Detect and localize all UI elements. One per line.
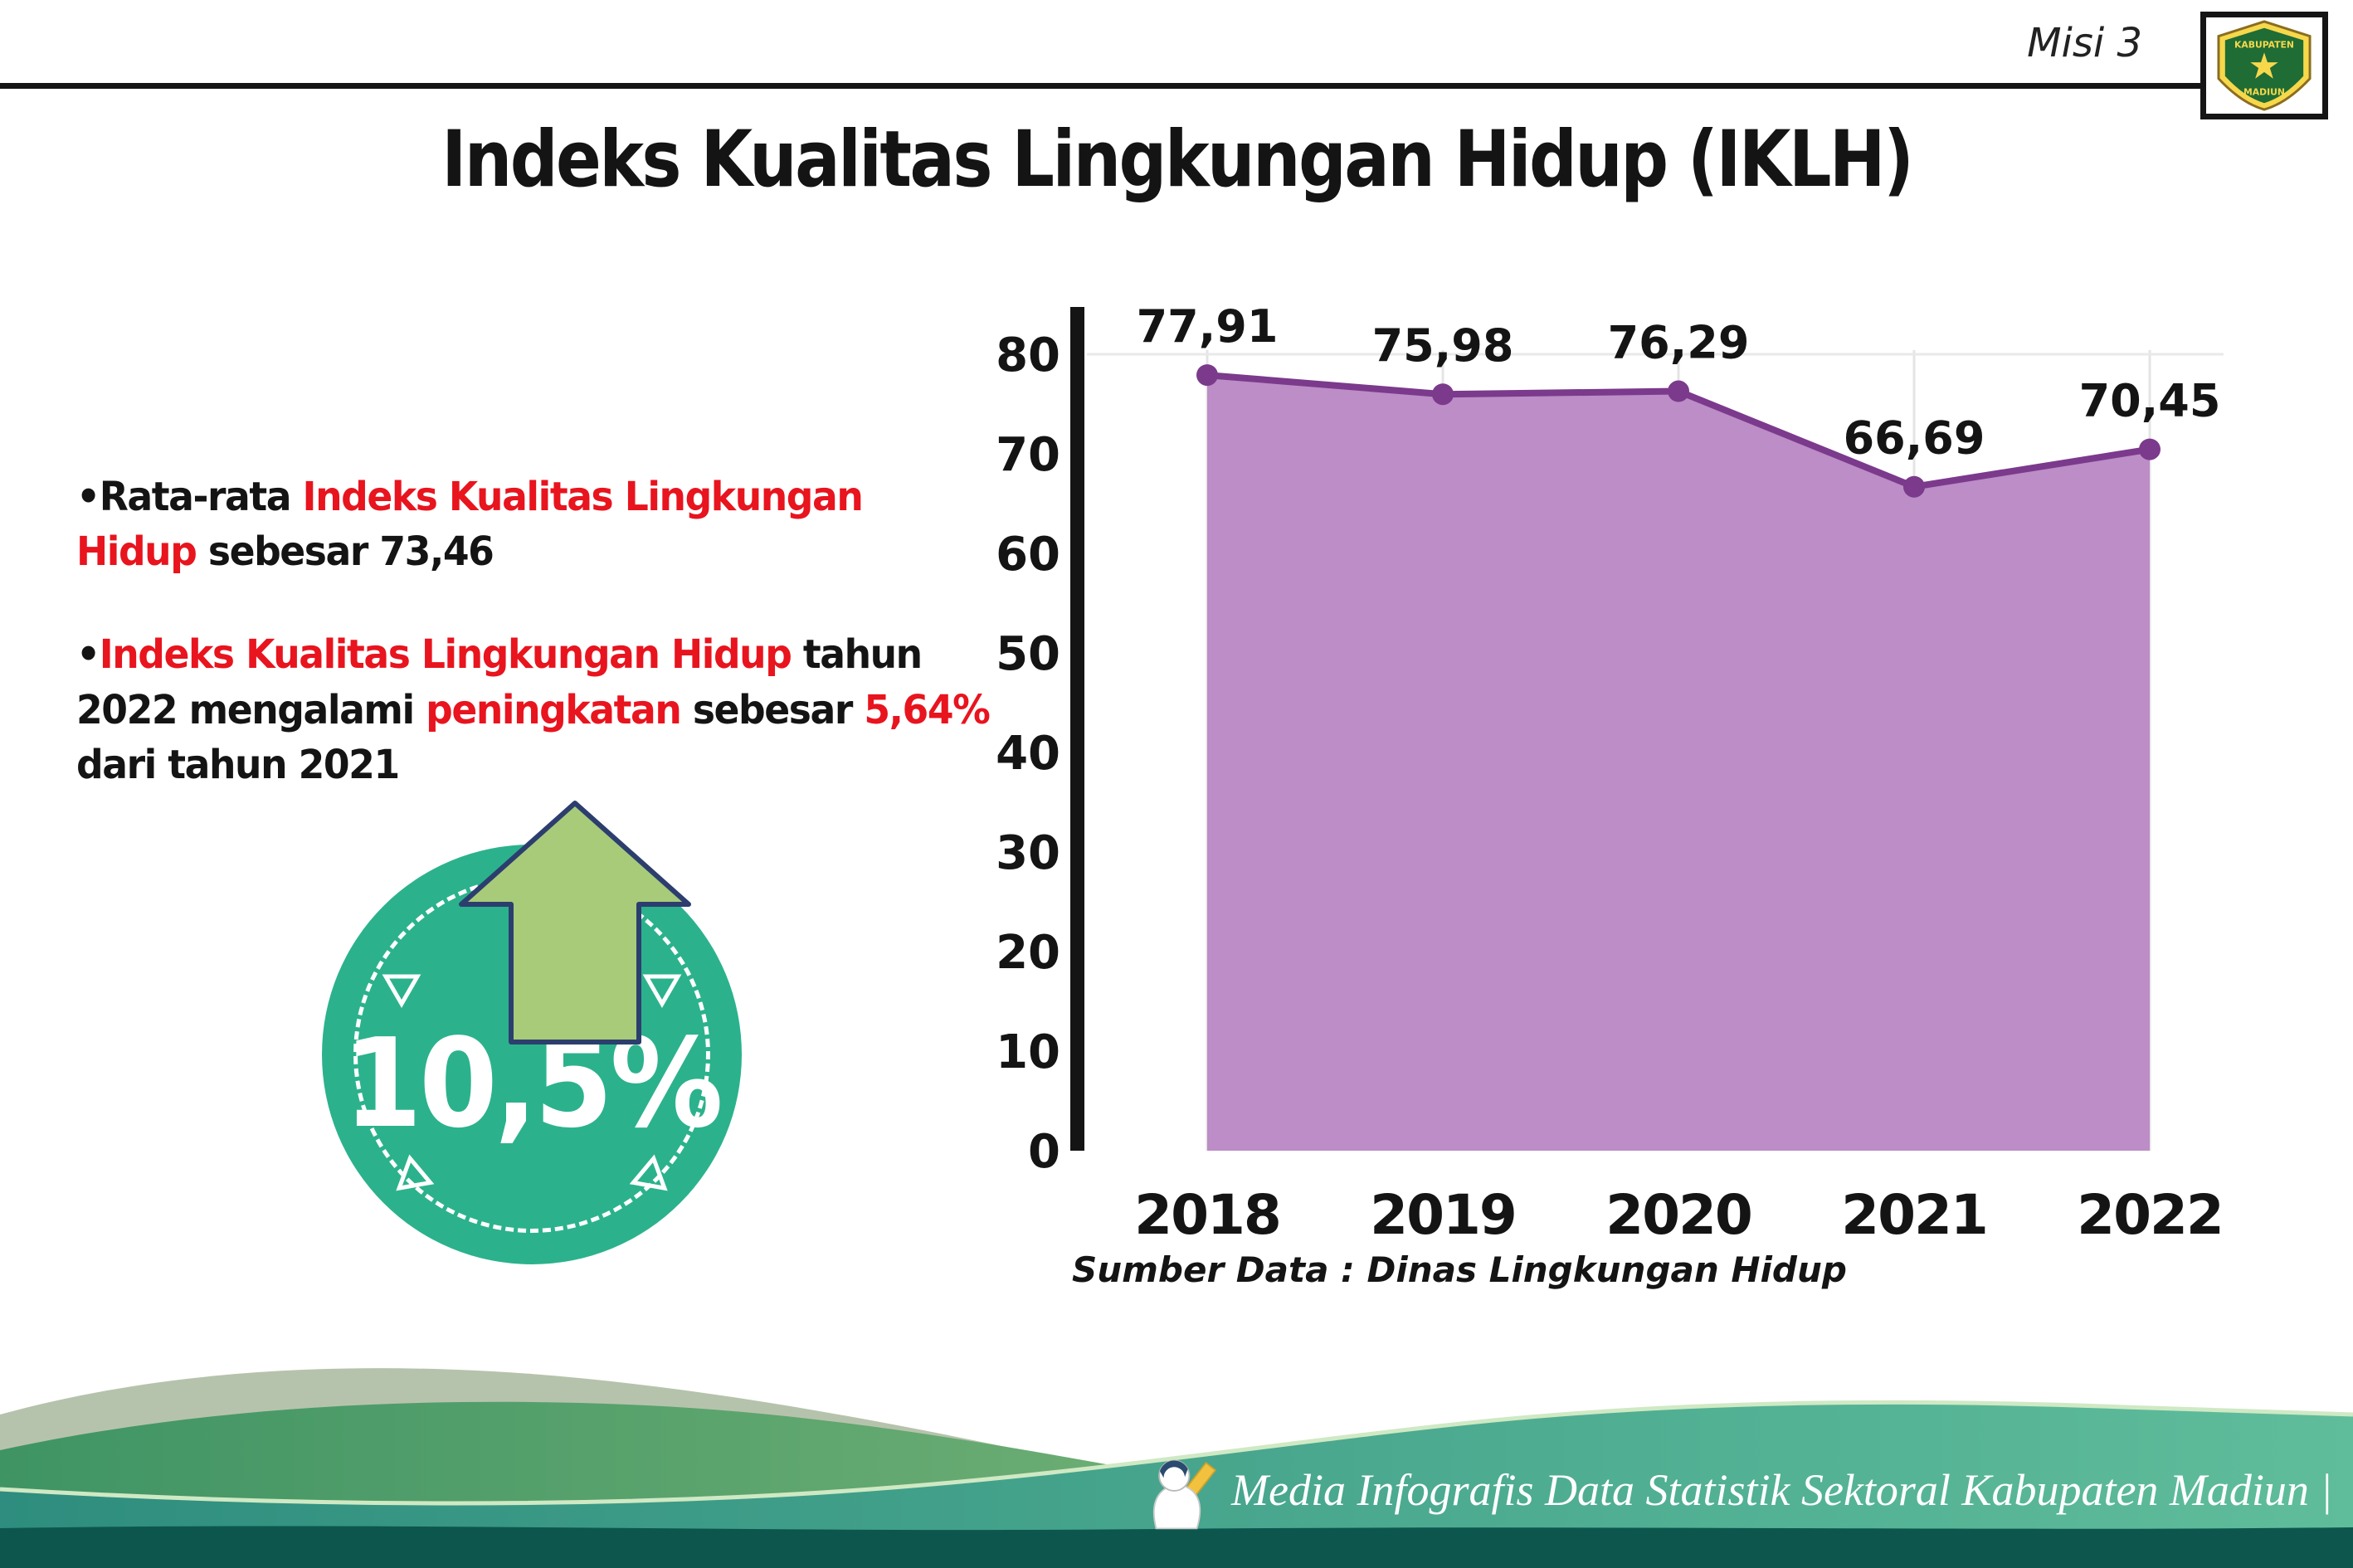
- increase-badge: 10,5%: [322, 845, 742, 1264]
- data-point: [1903, 475, 1925, 498]
- footer-caption-text: Media Infografis Data Statistik Sektoral…: [1231, 1465, 2333, 1515]
- y-tick-label: 40: [996, 727, 1060, 781]
- kabupaten-madiun-logo: KABUPATEN MADIUN: [2217, 20, 2312, 111]
- logo-star-icon: [2250, 52, 2278, 79]
- footer-caption: Media Infografis Data Statistik Sektoral…: [1135, 1447, 2332, 1533]
- data-point: [2139, 438, 2161, 460]
- point-value-label: 76,29: [1608, 317, 1750, 369]
- page-title-text: Indeks Kualitas Lingkungan Hidup (IKLH): [441, 114, 1914, 205]
- iklh-chart-container: 77,91 75,98 76,29 66,69 70,45 0 10 20 30 40 50 60 70…: [996, 292, 2240, 1296]
- bullet-text-segment: sebesar 73,46: [196, 528, 494, 576]
- point-value-label: 77,91: [1137, 300, 1279, 353]
- bullet-text-segment: tahun 2022 mengalami: [76, 631, 923, 733]
- x-category-label: 2019: [1370, 1183, 1516, 1247]
- summary-bullets: •Rata-rata Indeks Kualitas Lingkungan Hi…: [76, 470, 991, 840]
- increase-arrow-icon: [459, 801, 691, 1045]
- footer-wave-dark: [0, 1526, 2353, 1568]
- y-tick-label: 20: [996, 926, 1060, 980]
- y-axis-bar: [1070, 307, 1084, 1151]
- bullet-text-segment: •: [76, 631, 100, 679]
- x-category-label: 2022: [2077, 1183, 2223, 1247]
- bullet-item: •Rata-rata Indeks Kualitas Lingkungan Hi…: [76, 470, 991, 579]
- header-rule: [0, 83, 2200, 89]
- data-point: [1432, 383, 1454, 406]
- bullet-text-segment: dari tahun 2021: [76, 741, 400, 788]
- page-title: Indeks Kualitas Lingkungan Hidup (IKLH): [0, 114, 2353, 205]
- footer-wave-edge: [0, 1400, 2353, 1506]
- logo-text-top: KABUPATEN: [2234, 39, 2294, 50]
- bullet-text-segment: sebesar: [680, 686, 865, 733]
- point-value-label: 66,69: [1844, 412, 1985, 465]
- y-tick-label: 50: [996, 627, 1060, 681]
- x-category-label: 2018: [1134, 1183, 1280, 1247]
- bullet-item: •Indeks Kualitas Lingkungan Hidup tahun …: [76, 627, 991, 792]
- x-category-label: 2021: [1841, 1183, 1987, 1247]
- logo-box: KABUPATEN MADIUN: [2200, 12, 2328, 119]
- area-fill: [1207, 375, 2150, 1151]
- bullet-text-segment: 5,64%: [864, 686, 991, 733]
- y-tick-label: 80: [996, 329, 1060, 382]
- y-tick-label: 30: [996, 826, 1060, 880]
- point-value-label: 70,45: [2079, 375, 2221, 427]
- badge-triangle-decoration: [382, 974, 682, 1191]
- bullet-text-segment: peningkatan: [426, 686, 682, 733]
- misi-label: Misi 3: [2027, 20, 2142, 66]
- y-tick-label: 0: [1028, 1125, 1060, 1179]
- iklh-area-chart: 77,91 75,98 76,29 66,69 70,45 0 10 20 30 40 50 60 70…: [996, 300, 2224, 1247]
- data-source-caption: Sumber Data : Dinas Lingkungan Hidup: [1072, 1249, 1847, 1290]
- y-tick-label: 10: [996, 1025, 1060, 1079]
- y-tick-label: 70: [996, 428, 1060, 482]
- bullet-text-segment: •Rata-rata: [76, 474, 303, 520]
- data-point: [1196, 364, 1218, 387]
- logo-text-bottom: MADIUN: [2243, 86, 2285, 97]
- x-category-label: 2020: [1605, 1183, 1751, 1247]
- writer-mascot-icon: [1152, 1459, 1217, 1530]
- bullet-text-segment: Indeks Kualitas Lingkungan Hidup: [99, 631, 792, 679]
- bullet-text-segment: Indeks Kualitas Lingkungan Hidup: [76, 474, 864, 576]
- data-point: [1668, 380, 1689, 402]
- y-tick-label: 60: [996, 528, 1060, 582]
- point-value-label: 75,98: [1372, 319, 1514, 372]
